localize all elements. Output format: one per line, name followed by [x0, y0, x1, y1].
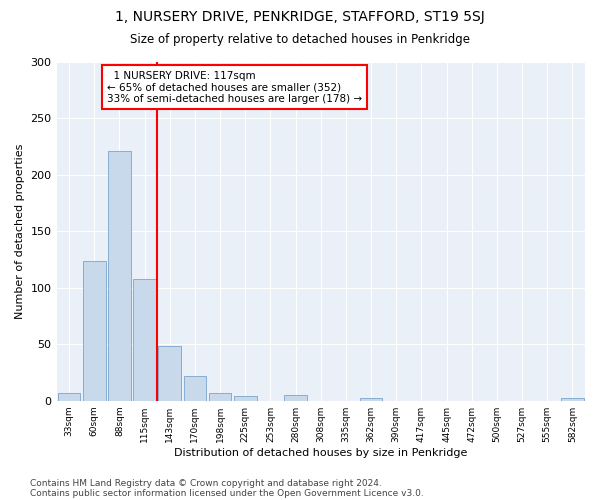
X-axis label: Distribution of detached houses by size in Penkridge: Distribution of detached houses by size …	[174, 448, 467, 458]
Bar	[184, 376, 206, 400]
Bar	[234, 396, 257, 400]
Bar	[561, 398, 584, 400]
Text: Contains public sector information licensed under the Open Government Licence v3: Contains public sector information licen…	[30, 488, 424, 498]
Bar	[133, 278, 156, 400]
Bar	[58, 393, 80, 400]
Y-axis label: Number of detached properties: Number of detached properties	[15, 144, 25, 319]
Text: Size of property relative to detached houses in Penkridge: Size of property relative to detached ho…	[130, 32, 470, 46]
Bar	[158, 346, 181, 401]
Bar	[209, 393, 232, 400]
Bar	[284, 395, 307, 400]
Text: Contains HM Land Registry data © Crown copyright and database right 2024.: Contains HM Land Registry data © Crown c…	[30, 478, 382, 488]
Bar	[108, 151, 131, 400]
Text: 1 NURSERY DRIVE: 117sqm
← 65% of detached houses are smaller (352)
33% of semi-d: 1 NURSERY DRIVE: 117sqm ← 65% of detache…	[107, 70, 362, 104]
Bar	[83, 260, 106, 400]
Bar	[360, 398, 382, 400]
Text: 1, NURSERY DRIVE, PENKRIDGE, STAFFORD, ST19 5SJ: 1, NURSERY DRIVE, PENKRIDGE, STAFFORD, S…	[115, 10, 485, 24]
